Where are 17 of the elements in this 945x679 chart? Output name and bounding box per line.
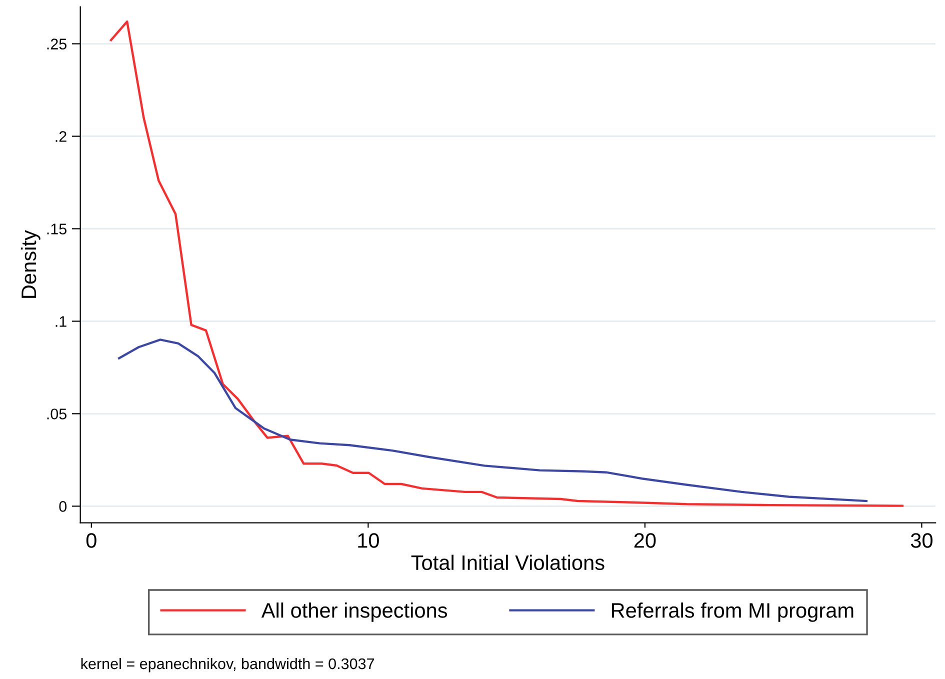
x-tick-label: 30	[910, 533, 932, 548]
y-tick-label: 0	[59, 501, 67, 512]
legend-label: All other inspections	[261, 602, 448, 622]
x-tick-label: 10	[358, 533, 379, 548]
y-tick-label: .05	[47, 408, 66, 420]
x-tick-label: 0	[86, 533, 96, 548]
line-series	[118, 338, 868, 502]
y-tick-label: .1	[56, 316, 66, 327]
text: kernel = epanechnikov, bandwidth = 0.3037	[81, 658, 374, 672]
x-tick-label: 20	[634, 533, 656, 548]
y-tick-label: .15	[47, 224, 66, 234]
y-axis-title: Density	[20, 230, 40, 298]
line-series	[110, 20, 904, 507]
x-axis-title: Total Initial Violations	[411, 554, 604, 570]
legend-label: Referrals from MI program	[612, 602, 854, 622]
y-tick-label: .25	[47, 38, 66, 50]
y-tick-label: .2	[56, 131, 66, 142]
